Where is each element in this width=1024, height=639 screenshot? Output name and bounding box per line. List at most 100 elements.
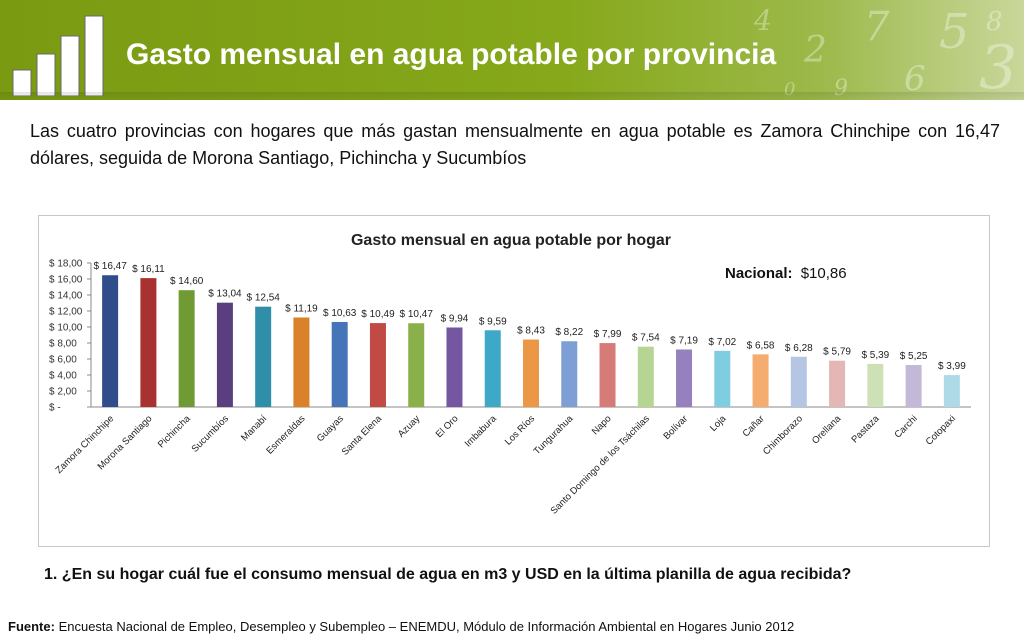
- survey-question: 1. ¿En su hogar cuál fue el consumo mens…: [44, 566, 852, 583]
- svg-text:5: 5: [939, 4, 970, 60]
- bar-value-label: $ 6,58: [747, 340, 775, 351]
- bar-value-label: $ 6,28: [785, 343, 813, 354]
- bar-value-label: $ 5,39: [861, 350, 889, 361]
- bar: [523, 339, 539, 407]
- bar: [369, 323, 386, 407]
- source-text: Encuesta Nacional de Empleo, Desempleo y…: [54, 619, 795, 634]
- source-note: Fuente: Encuesta Nacional de Empleo, Des…: [8, 619, 794, 634]
- x-category-label: Cotopaxi: [924, 413, 958, 447]
- bar-value-label: $ 9,94: [441, 313, 469, 324]
- x-category-label: Pichincha: [156, 413, 193, 450]
- x-category-label: Orellana: [810, 413, 844, 447]
- bar: [408, 323, 425, 407]
- x-category-label: Bolívar: [661, 413, 690, 442]
- decorative-numbers: 4 2 7 6 5 3 8 9 0: [753, 4, 1017, 100]
- x-category-label: Guayas: [315, 413, 346, 444]
- slide-header: 4 2 7 6 5 3 8 9 0 Gasto mensual en agua …: [0, 0, 1024, 100]
- svg-text:8: 8: [986, 7, 1003, 37]
- x-category-label: Carchi: [893, 413, 920, 440]
- bar-value-label: $ 13,04: [208, 289, 242, 300]
- bar: [752, 354, 769, 407]
- chart-container: Gasto mensual en agua potable por hogar …: [38, 215, 990, 547]
- bar-value-label: $ 7,19: [670, 335, 698, 346]
- y-tick-label: $ 6,00: [49, 355, 77, 366]
- bar: [140, 278, 157, 407]
- bar: [637, 346, 654, 407]
- y-tick-label: $ 16,00: [49, 275, 83, 286]
- slide-title: Gasto mensual en agua potable por provin…: [126, 38, 777, 71]
- bar: [905, 365, 922, 407]
- source-label: Fuente:: [8, 619, 55, 634]
- bar-value-label: $ 16,11: [132, 264, 165, 275]
- bar: [867, 363, 884, 407]
- y-tick-label: $ 12,00: [49, 307, 83, 318]
- y-tick-label: $ 2,00: [49, 387, 77, 398]
- bar: [255, 306, 272, 407]
- svg-text:0: 0: [784, 79, 795, 100]
- bar: [293, 317, 310, 407]
- bar-value-label: $ 5,25: [900, 351, 928, 362]
- bar: [178, 290, 195, 407]
- bar: [102, 275, 119, 407]
- x-category-label: Napo: [590, 413, 614, 437]
- x-category-label: Cañar: [741, 413, 767, 439]
- x-category-label: Esmeraldas: [264, 413, 307, 456]
- bar: [943, 375, 960, 407]
- bar: [561, 341, 578, 407]
- y-tick-label: $ 4,00: [49, 371, 77, 382]
- bar: [331, 321, 348, 407]
- x-category-label: Los Ríos: [503, 413, 537, 447]
- bar-value-label: $ 7,99: [594, 329, 622, 340]
- bar-value-label: $ 3,99: [938, 361, 966, 372]
- chart-title: Gasto mensual en agua potable por hogar: [351, 232, 671, 249]
- x-category-label: Chimborazo: [761, 413, 805, 457]
- national-average: Nacional: $10,86: [725, 265, 847, 282]
- x-category-label: Azuay: [396, 413, 423, 440]
- bar-value-label: $ 10,47: [400, 309, 434, 320]
- bar: [446, 327, 463, 407]
- national-label: Nacional:: [725, 265, 793, 282]
- x-category-label: El Oro: [434, 413, 461, 440]
- bar: [599, 343, 616, 407]
- y-tick-label: $ 8,00: [49, 339, 77, 350]
- bar: [829, 360, 846, 407]
- svg-text:2: 2: [803, 30, 827, 71]
- bar-value-label: $ 11,19: [285, 303, 318, 314]
- bar-value-label: $ 9,59: [479, 316, 507, 327]
- bar-value-label: $ 7,02: [708, 337, 736, 348]
- x-category-label: Sucumbíos: [190, 413, 232, 455]
- national-value: $10,86: [801, 265, 847, 282]
- bar: [714, 350, 731, 407]
- x-category-label: Manabí: [239, 413, 269, 443]
- svg-text:4: 4: [753, 4, 772, 37]
- bar-value-label: $ 8,22: [555, 327, 583, 338]
- bar-value-label: $ 8,43: [517, 326, 545, 337]
- bar: [676, 349, 693, 407]
- bar-value-label: $ 10,63: [323, 308, 357, 319]
- bar-value-label: $ 12,54: [246, 293, 280, 304]
- x-category-label: Pastaza: [849, 413, 882, 446]
- svg-text:9: 9: [834, 76, 848, 100]
- x-category-label: Santa Elena: [340, 413, 385, 458]
- intro-paragraph: Las cuatro provincias con hogares que má…: [30, 121, 1000, 168]
- bar-value-label: $ 5,79: [823, 347, 851, 358]
- bar-value-label: $ 16,47: [93, 261, 127, 272]
- bar: [216, 302, 233, 407]
- bar-value-label: $ 14,60: [170, 276, 204, 287]
- bar: [484, 330, 501, 407]
- y-tick-label: $ -: [49, 403, 61, 414]
- y-tick-label: $ 14,00: [49, 291, 83, 302]
- bar-value-label: $ 10,49: [361, 309, 395, 320]
- y-tick-label: $ 10,00: [49, 323, 83, 334]
- svg-text:7: 7: [864, 4, 890, 50]
- bar-chart-logo-icon: [12, 15, 104, 96]
- bar-value-label: $ 7,54: [632, 333, 660, 344]
- x-category-label: Tungurahua: [532, 413, 576, 457]
- bar: [790, 356, 807, 407]
- svg-text:3: 3: [979, 33, 1017, 100]
- bar-chart: Gasto mensual en agua potable por hogar …: [49, 232, 971, 517]
- y-tick-label: $ 18,00: [49, 259, 83, 270]
- x-category-label: Imbabura: [463, 413, 500, 450]
- svg-text:6: 6: [904, 59, 926, 99]
- x-category-label: Loja: [708, 413, 729, 434]
